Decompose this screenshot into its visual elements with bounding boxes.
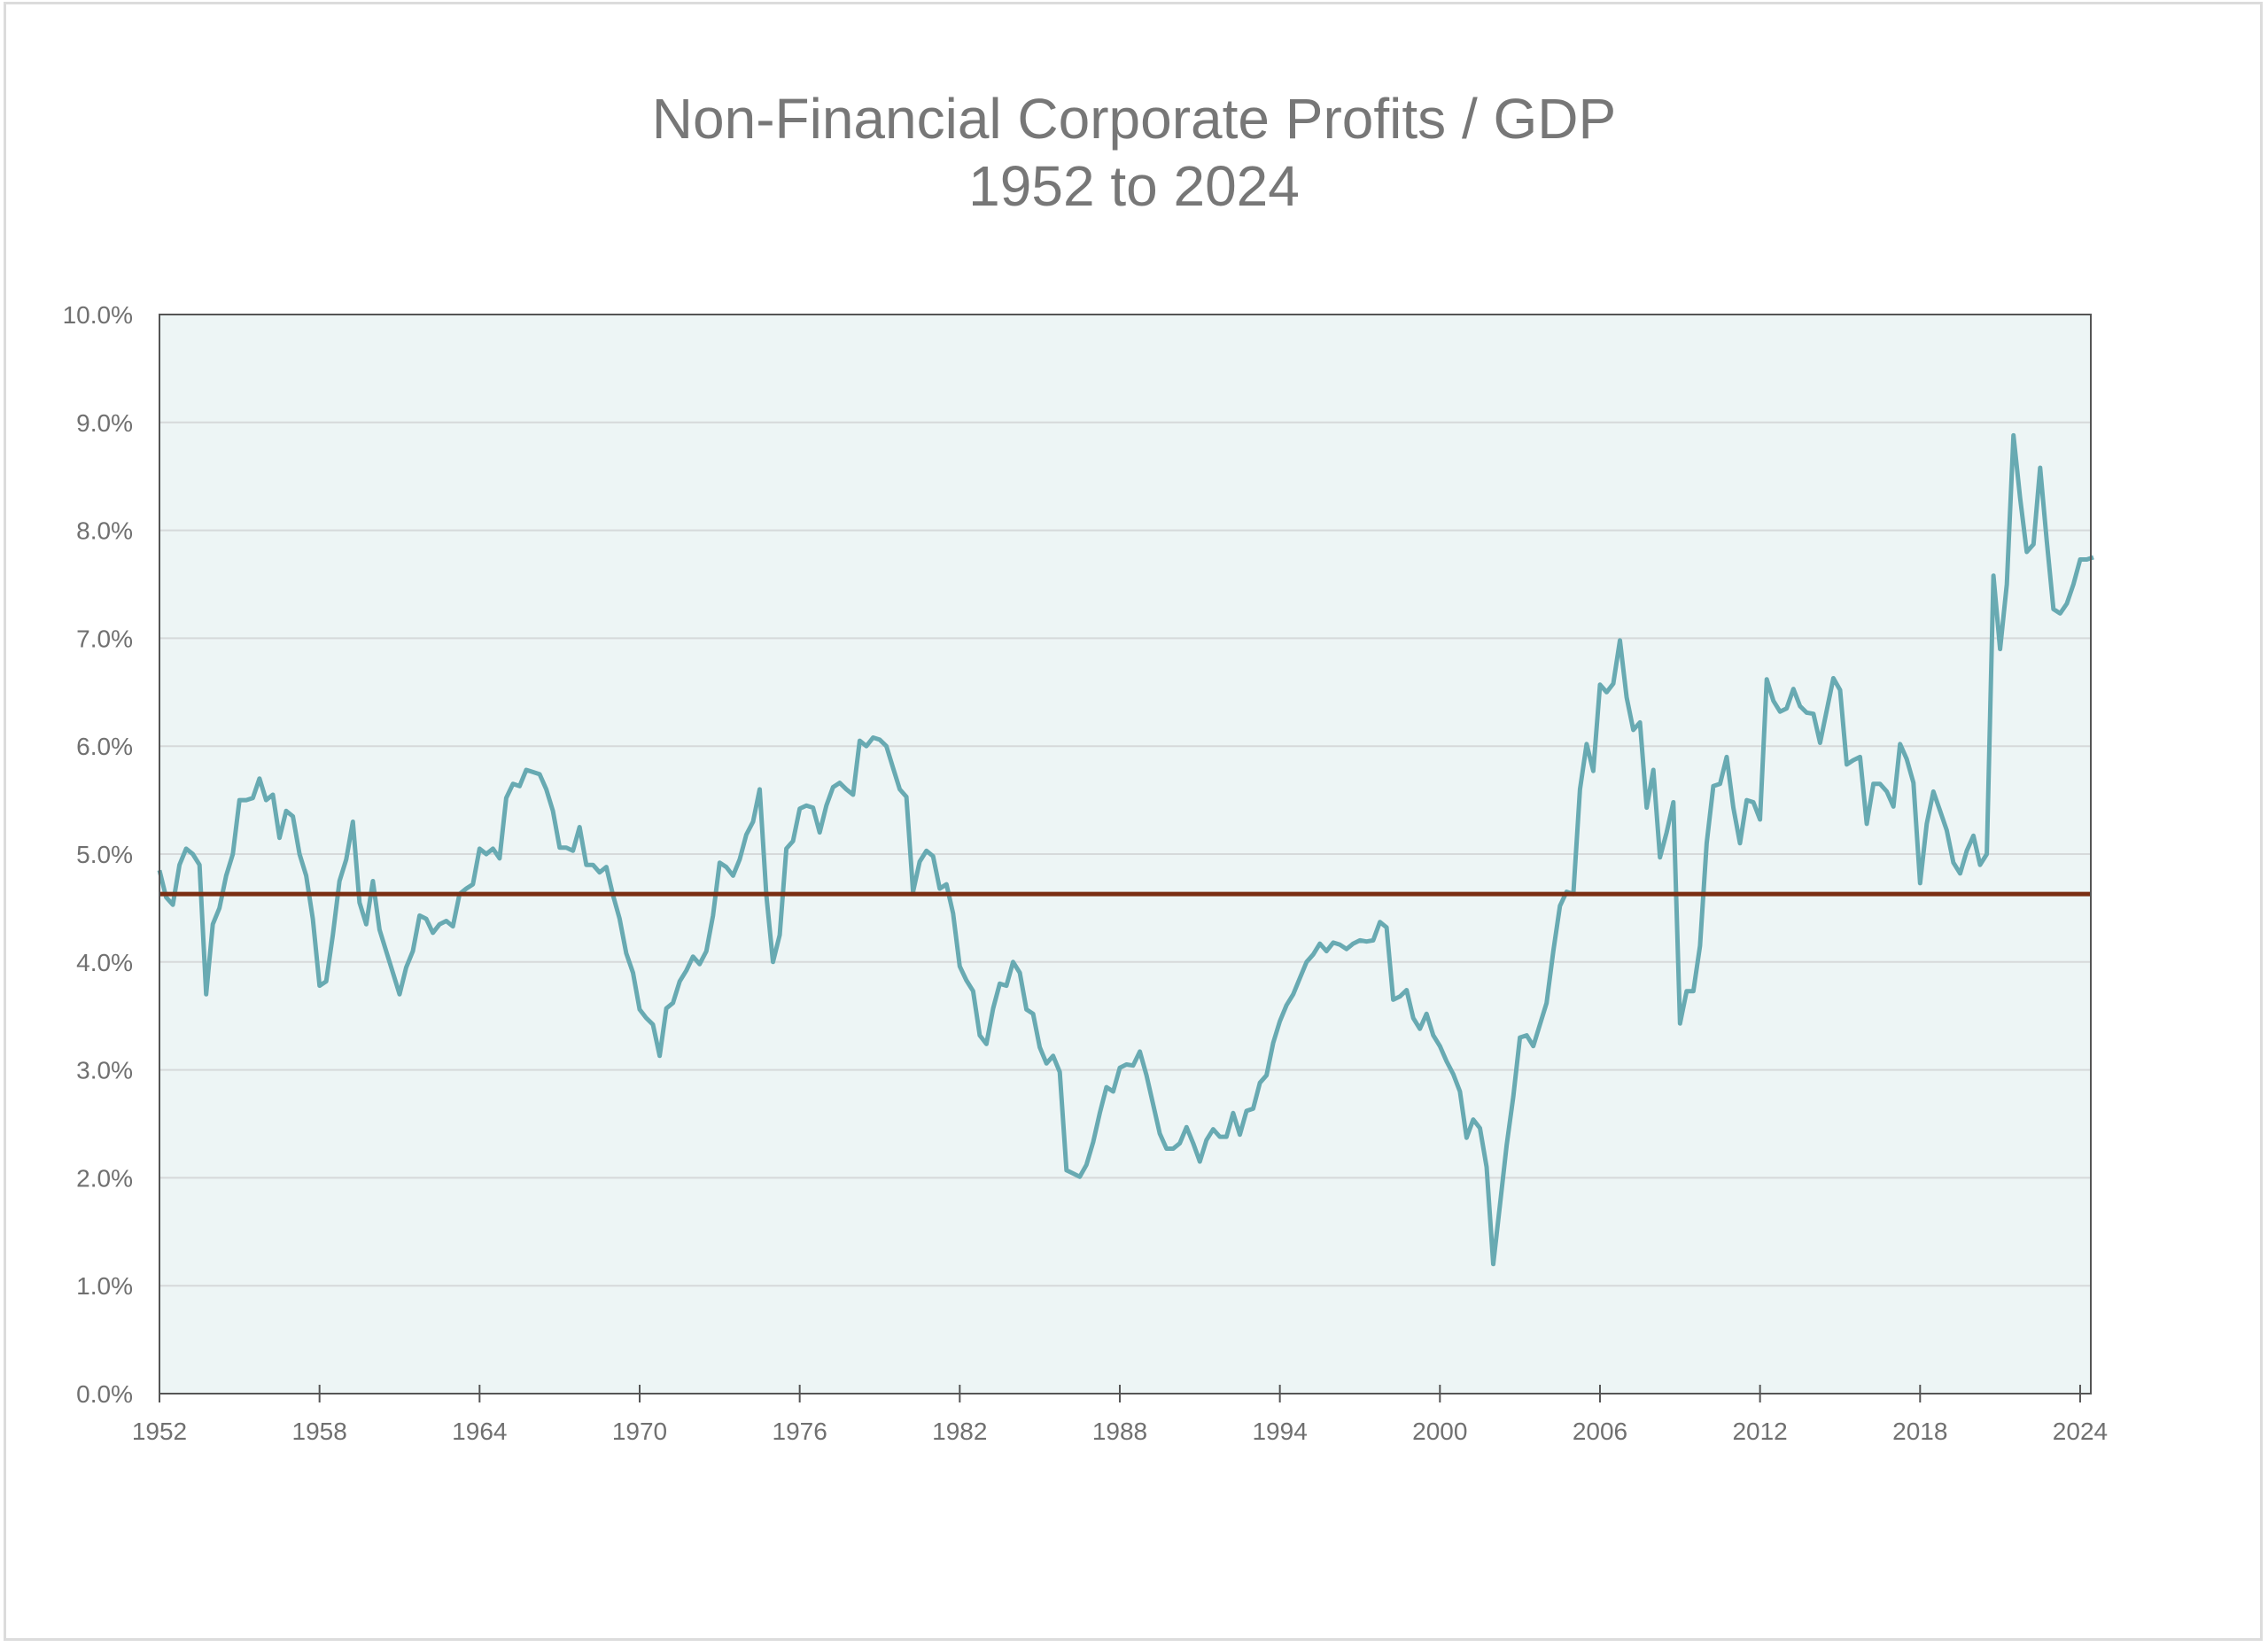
y-tick-label: 9.0% bbox=[76, 409, 133, 437]
x-tick-label: 2018 bbox=[1892, 1418, 1947, 1445]
chart-subtitle: 1952 to 2024 bbox=[968, 154, 1300, 218]
x-tick-label: 1976 bbox=[773, 1418, 827, 1445]
x-tick-label: 1958 bbox=[292, 1418, 347, 1445]
x-tick-label: 1988 bbox=[1092, 1418, 1147, 1445]
y-tick-label: 1.0% bbox=[76, 1272, 133, 1300]
y-tick-label: 3.0% bbox=[76, 1057, 133, 1084]
x-tick-label: 1982 bbox=[932, 1418, 987, 1445]
x-tick-label: 1964 bbox=[452, 1418, 507, 1445]
series-line-profits-gdp bbox=[157, 432, 2094, 1267]
x-tick-label: 1952 bbox=[132, 1418, 187, 1445]
y-axis-ticks: 0.0% 1.0% 2.0% 3.0% 4.0% 5.0% 6.0% 7.0% 8.0% 9.0%… bbox=[63, 301, 133, 1408]
x-tick-label: 2006 bbox=[1573, 1418, 1627, 1445]
y-tick-label: 0.0% bbox=[76, 1380, 133, 1408]
x-tick-label: 2012 bbox=[1732, 1418, 1787, 1445]
y-tick-label: 5.0% bbox=[76, 841, 133, 868]
y-tick-label: 2.0% bbox=[76, 1164, 133, 1192]
y-tick-label: 10.0% bbox=[63, 301, 133, 329]
y-tick-label: 6.0% bbox=[76, 733, 133, 760]
y-tick-label: 7.0% bbox=[76, 625, 133, 652]
chart-title: Non-Financial Corporate Profits / GDP bbox=[651, 87, 1617, 151]
y-tick-label: 4.0% bbox=[76, 949, 133, 976]
plot-border bbox=[159, 314, 2092, 1395]
x-tick-label: 1994 bbox=[1252, 1418, 1307, 1445]
gridlines bbox=[159, 421, 2091, 1287]
x-tick-label: 2024 bbox=[2053, 1418, 2108, 1445]
y-tick-label: 8.0% bbox=[76, 517, 133, 545]
x-tick-label: 1970 bbox=[612, 1418, 667, 1445]
x-tick-label: 2000 bbox=[1412, 1418, 1467, 1445]
